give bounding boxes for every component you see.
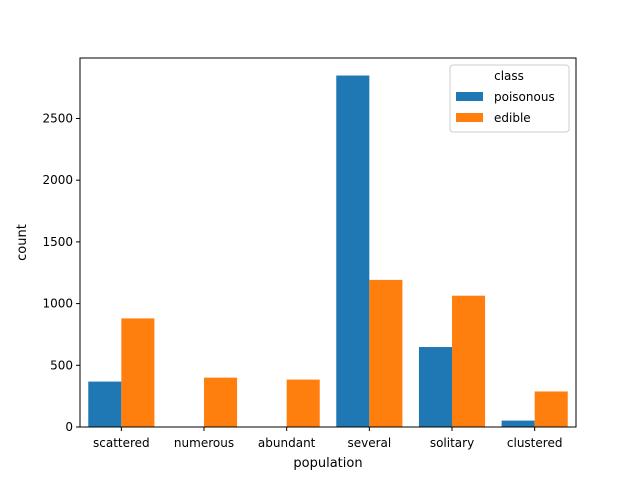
bar-edible-solitary bbox=[452, 295, 486, 427]
legend-title: class bbox=[494, 69, 524, 83]
legend-label-poisonous: poisonous bbox=[494, 90, 555, 104]
y-tick-label: 0 bbox=[65, 420, 73, 434]
y-axis-label: count bbox=[15, 224, 30, 261]
x-axis: scattered numerous abundant several solitary… bbox=[93, 427, 562, 450]
x-tick-label: abundant bbox=[258, 436, 316, 450]
legend-swatch-edible bbox=[456, 113, 483, 122]
x-tick-label: solitary bbox=[430, 436, 474, 450]
y-tick-label: 2500 bbox=[42, 111, 73, 125]
legend-swatch-poisonous bbox=[456, 92, 483, 101]
y-tick-label: 1000 bbox=[42, 297, 73, 311]
y-tick-label: 1500 bbox=[42, 235, 73, 249]
bar-edible-several bbox=[369, 279, 403, 427]
x-tick-label: clustered bbox=[507, 436, 563, 450]
bar-poisonous-solitary bbox=[418, 347, 452, 427]
y-axis: 0 500 1000 1500 2000 2500 bbox=[42, 111, 80, 434]
x-tick-label: numerous bbox=[174, 436, 234, 450]
bar-edible-scattered bbox=[121, 318, 155, 427]
bar-poisonous-several bbox=[336, 75, 370, 427]
x-axis-label: population bbox=[293, 456, 362, 471]
bars-group bbox=[88, 75, 568, 427]
plot-frame bbox=[79, 57, 577, 428]
legend-label-edible: edible bbox=[494, 111, 531, 125]
y-tick-label: 2000 bbox=[42, 173, 73, 187]
bar-poisonous-scattered bbox=[88, 381, 122, 427]
bar-poisonous-clustered bbox=[501, 420, 535, 427]
bar-edible-clustered bbox=[534, 391, 568, 427]
y-tick-label: 500 bbox=[50, 358, 73, 372]
legend: class poisonous edible bbox=[449, 64, 570, 133]
bar-edible-abundant bbox=[286, 379, 320, 427]
bar-edible-numerous bbox=[204, 377, 238, 427]
x-tick-label: scattered bbox=[93, 436, 150, 450]
x-tick-label: several bbox=[347, 436, 391, 450]
